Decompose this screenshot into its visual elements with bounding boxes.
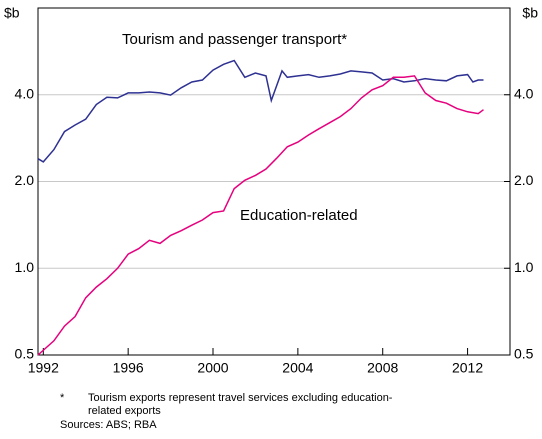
x-tick-label: 2004: [282, 360, 313, 376]
y-tick-label: 4.0: [15, 85, 35, 101]
plot-frame: [37, 7, 511, 356]
footnote-marker: *: [60, 392, 65, 404]
y-tick-label: 0.5: [15, 346, 35, 362]
x-tick-label: 1992: [28, 360, 59, 376]
x-tick-label: 2012: [452, 360, 483, 376]
x-tick-label: 1996: [113, 360, 144, 376]
y2-tick-label: 1.0: [514, 259, 534, 275]
y-tick-label: 2.0: [15, 172, 35, 188]
y2-tick-label: 2.0: [514, 172, 534, 188]
y-tick-label: 1.0: [15, 259, 35, 275]
x-tick-label: 2000: [197, 360, 228, 376]
x-tick-label: 2008: [367, 360, 398, 376]
y2-tick-label: 0.5: [514, 346, 534, 362]
footnote: Tourism exports represent travel service…: [88, 392, 393, 404]
line: [37, 59, 484, 163]
y2-tick-label: 4.0: [514, 85, 534, 101]
series-label: Tourism and passenger transport*: [122, 31, 347, 48]
line: [37, 75, 484, 356]
y-unit-label: $b: [4, 5, 20, 21]
y2-unit-label: $b: [522, 5, 538, 21]
series-label: Education-related: [240, 207, 358, 224]
sources: Sources: ABS; RBA: [60, 419, 157, 431]
footnote: related exports: [88, 405, 161, 417]
